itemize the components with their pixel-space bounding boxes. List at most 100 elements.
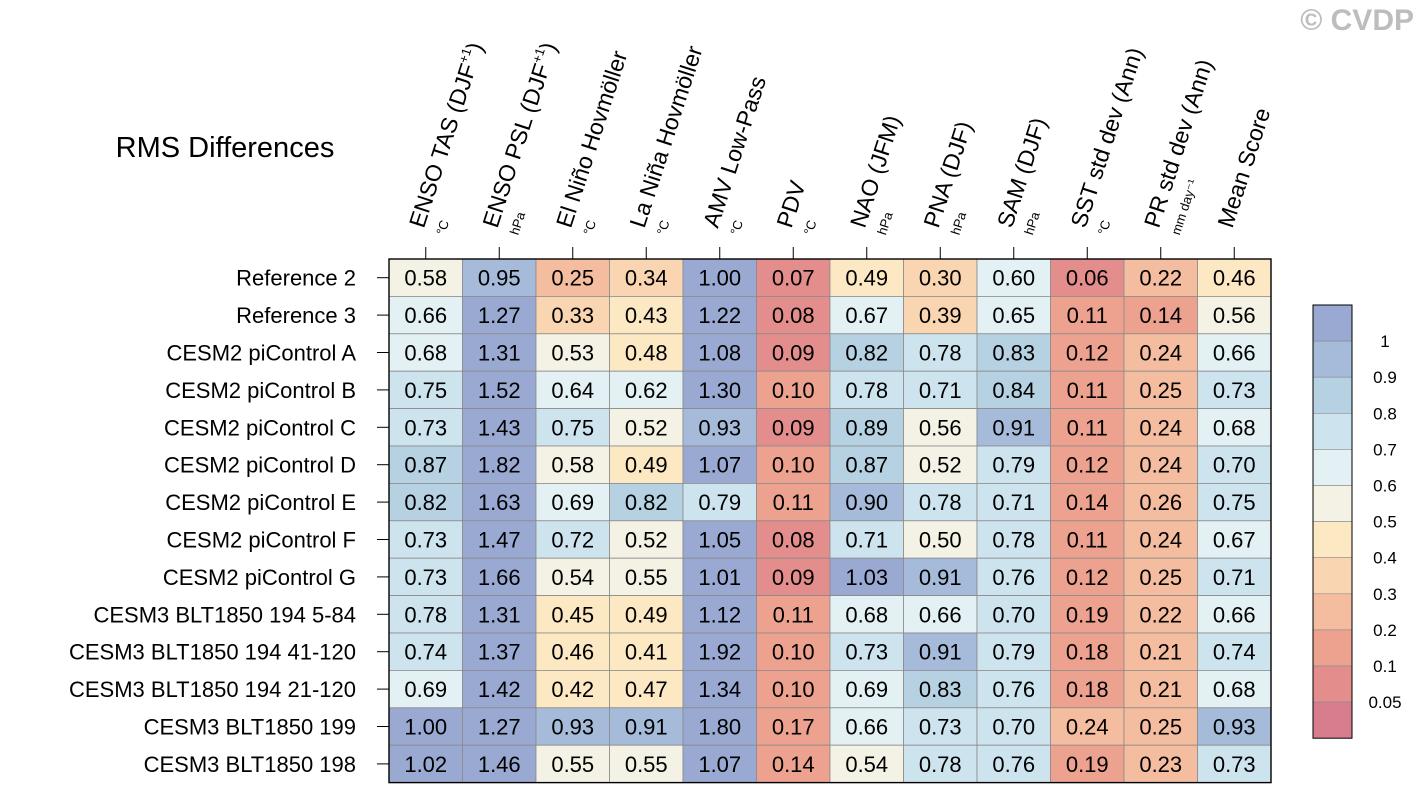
heatmap-cell: [756, 557, 831, 597]
cell-value: 0.22: [1139, 602, 1182, 627]
colorbar-label: 0.1: [1373, 657, 1397, 676]
cell-value: 0.91: [919, 565, 962, 590]
column-label: ENSO TAS (DJF+1): [403, 39, 488, 231]
cell-value: 0.58: [404, 266, 447, 291]
cell-value: 0.24: [1139, 528, 1182, 553]
heatmap-cell: [462, 408, 537, 447]
cell-value: 0.75: [404, 378, 447, 403]
colorbar-label: 0.3: [1373, 585, 1397, 604]
heatmap-cell: [1123, 632, 1198, 671]
cell-value: 0.06: [1066, 266, 1109, 291]
cell-value: 0.73: [404, 528, 447, 553]
cell-value: 0.24: [1139, 453, 1182, 478]
cell-value: 0.72: [551, 528, 594, 553]
cell-value: 0.60: [992, 266, 1035, 291]
heatmap-cell: [829, 482, 904, 522]
cell-value: 0.25: [1139, 715, 1182, 740]
cell-value: 0.67: [1213, 528, 1256, 553]
heatmap-cell: [462, 632, 537, 671]
cell-value: 0.48: [625, 341, 668, 366]
cell-value: 0.82: [404, 490, 447, 515]
cell-value: 0.52: [919, 453, 962, 478]
heatmap-cell: [903, 258, 978, 297]
heatmap-cell: [535, 258, 610, 297]
cell-value: 1.66: [478, 565, 521, 590]
heatmap-cell: [903, 482, 978, 522]
heatmap-cell: [1123, 295, 1198, 335]
cell-value: 1.92: [698, 640, 741, 665]
heatmap-cell: [388, 557, 463, 597]
heatmap-cell: [1050, 595, 1125, 634]
heatmap-cell: [1197, 295, 1272, 335]
heatmap-cells: 0.58 0.95 0.25 0.34 1.00 0.07 0.49 0.30 0.60 0.06…: [388, 258, 1272, 784]
heatmap-cell: [462, 482, 537, 522]
cell-value: 0.73: [404, 565, 447, 590]
cell-value: 1.30: [698, 378, 741, 403]
cell-value: 1.27: [478, 303, 521, 328]
row-label: CESM2 piControl E: [165, 490, 356, 515]
heatmap-cell: [976, 295, 1051, 335]
row-label: CESM3 BLT1850 198: [144, 752, 356, 777]
cell-value: 0.71: [1213, 565, 1256, 590]
colorbar-swatch: [1312, 340, 1353, 378]
cell-value: 0.19: [1066, 602, 1109, 627]
cell-value: 0.52: [625, 415, 668, 440]
cell-value: 0.62: [625, 378, 668, 403]
heatmap-cell: [756, 408, 831, 447]
cell-value: 1.80: [698, 715, 741, 740]
column-unit: °C: [727, 218, 746, 237]
row-label: CESM2 piControl G: [163, 565, 356, 590]
cell-value: 1.07: [698, 752, 741, 777]
heatmap-frame: [388, 258, 1272, 784]
cell-value: 0.78: [919, 341, 962, 366]
heatmap-cell: [829, 707, 904, 746]
cell-value: 0.76: [992, 677, 1035, 702]
heatmap-cell: [756, 445, 831, 484]
cell-value: 0.10: [772, 378, 815, 403]
row-label: CESM2 piControl A: [166, 341, 356, 366]
colorbar-swatch: [1312, 376, 1353, 414]
cell-value: 0.78: [919, 490, 962, 515]
cell-value: 0.91: [992, 415, 1035, 440]
column-label: ENSO PSL (DJF+1): [476, 39, 561, 231]
cell-value: 0.11: [1067, 415, 1108, 440]
column-label: AMV Low-Pass: [698, 73, 771, 231]
cell-value: 0.55: [625, 565, 668, 590]
cell-value: 0.75: [551, 415, 594, 440]
colorbar-swatch: [1312, 412, 1353, 450]
column-unit: hPa: [874, 209, 896, 236]
heatmap-cell: [903, 370, 978, 410]
heatmap-cell: [829, 445, 904, 484]
colorbar-swatch: [1312, 593, 1353, 631]
column-label: Mean Score: [1212, 105, 1275, 231]
cell-value: 1.00: [698, 266, 741, 291]
cell-value: 0.14: [1066, 490, 1109, 515]
cell-value: 1.01: [698, 565, 741, 590]
cell-value: 1.00: [404, 715, 447, 740]
row-label: CESM2 piControl D: [164, 453, 356, 478]
cell-value: 0.09: [772, 565, 815, 590]
heatmap-cell: [829, 333, 904, 372]
heatmap-cell: [756, 670, 831, 709]
heatmap-cell: [1123, 370, 1198, 410]
cvdp-watermark: © CVDP: [1300, 4, 1414, 37]
cell-value: 0.50: [919, 528, 962, 553]
cell-value: 0.11: [773, 490, 814, 515]
cell-value: 0.68: [1213, 415, 1256, 440]
cell-value: 0.12: [1066, 341, 1109, 366]
colorbar-label: 0.05: [1368, 693, 1401, 712]
heatmap-cell: [1050, 333, 1125, 372]
column-label: SAM (DJF): [992, 114, 1052, 230]
cell-value: 1.12: [698, 602, 741, 627]
colorbar-swatch: [1312, 665, 1353, 703]
colorbar-swatch: [1312, 701, 1353, 739]
cell-value: 0.95: [478, 266, 521, 291]
cell-value: 0.24: [1066, 715, 1109, 740]
cell-value: 0.65: [992, 303, 1035, 328]
heatmap-cell: [976, 632, 1051, 671]
cell-value: 0.25: [1139, 565, 1182, 590]
cell-value: 0.71: [919, 378, 962, 403]
colorbar-label: 0.6: [1373, 477, 1397, 496]
heatmap-cell: [756, 595, 831, 634]
cell-value: 0.93: [1213, 715, 1256, 740]
